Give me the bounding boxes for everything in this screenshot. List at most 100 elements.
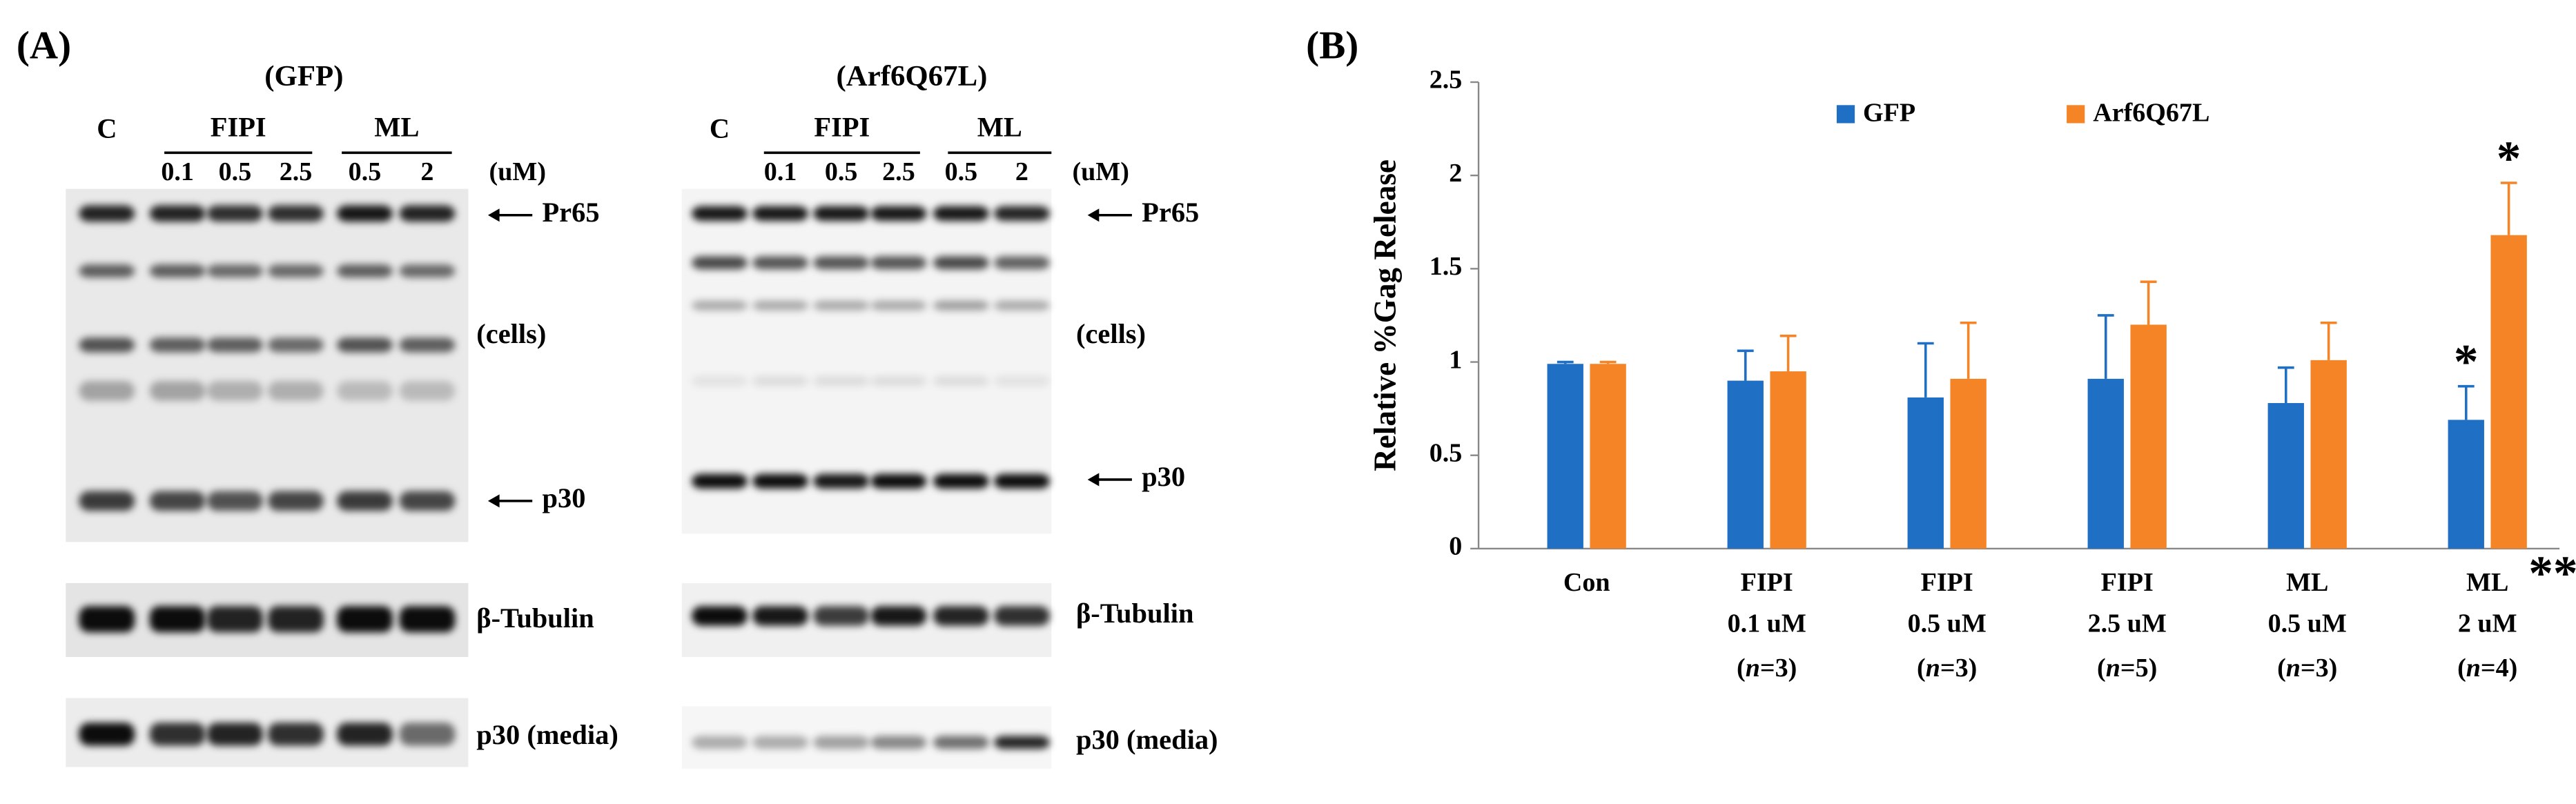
blot-band <box>993 473 1050 489</box>
x-tick-label: ML <box>2286 568 2328 597</box>
blot-band <box>206 491 263 511</box>
dose-label: 2 <box>1015 157 1028 186</box>
blot-band <box>813 256 870 270</box>
blot-title: (Arf6Q67L) <box>837 60 988 92</box>
dose-label: 0.5 <box>219 157 252 186</box>
legend-swatch <box>2067 105 2085 124</box>
blot-band <box>79 491 135 511</box>
blot-band <box>336 205 393 222</box>
blot-band <box>692 473 748 489</box>
significance-mark: * <box>2454 335 2479 389</box>
panel-label: (A) <box>17 24 71 68</box>
blot-band <box>993 736 1050 749</box>
blot-band <box>149 491 206 511</box>
blot-label: β-Tubulin <box>1076 598 1193 629</box>
blot-band <box>336 723 393 746</box>
blot-band <box>993 206 1050 222</box>
blot-band <box>692 256 748 270</box>
blot-band <box>79 381 135 401</box>
blot-band <box>933 736 989 749</box>
blot-band <box>206 205 263 222</box>
blot-band <box>752 256 809 270</box>
blot-band <box>752 736 809 749</box>
x-tick-label: ML <box>2466 568 2508 597</box>
blot-label: (cells) <box>1076 318 1146 349</box>
blot-band <box>692 606 748 626</box>
x-tick-label: 0.5 uM <box>1908 609 1987 638</box>
x-tick-label: 0.1 uM <box>1728 609 1806 638</box>
blot-band <box>268 205 324 222</box>
bar <box>1950 378 1987 549</box>
bar <box>1770 371 1806 549</box>
unit-label: (uM) <box>1072 157 1129 186</box>
blot-label: Pr65 <box>1142 197 1199 228</box>
blot-band <box>813 206 870 222</box>
blot-band <box>870 206 927 222</box>
lane-label: C <box>710 113 730 144</box>
blot-band <box>399 337 456 353</box>
y-tick-label: 2 <box>1449 159 1462 188</box>
dose-label: 0.1 <box>764 157 797 186</box>
blot-band <box>752 376 809 386</box>
arrow-head <box>487 208 500 222</box>
blot-band <box>813 473 870 489</box>
x-tick-label: Con <box>1563 568 1610 597</box>
blot-band <box>692 300 748 311</box>
blot-band <box>993 606 1050 626</box>
blot-band <box>399 491 456 511</box>
bar <box>1547 364 1583 549</box>
blot-band <box>870 256 927 270</box>
blot-band <box>79 337 135 353</box>
blot-band <box>268 264 324 278</box>
blot-band <box>870 473 927 489</box>
blot-band <box>813 300 870 311</box>
bar <box>2087 378 2124 549</box>
blot-label: p30 <box>1142 461 1185 492</box>
blot-band <box>149 606 206 633</box>
bar <box>1590 364 1626 549</box>
blot-band <box>813 606 870 626</box>
y-axis-label: Relative %Gag Release <box>1368 159 1403 471</box>
blot-band <box>813 376 870 386</box>
sample-size: (n=4) <box>2457 654 2517 683</box>
blot-band <box>752 473 809 489</box>
blot-label: Pr65 <box>542 197 599 228</box>
blot-band <box>692 206 748 222</box>
blot-band <box>336 381 393 401</box>
arrow-head <box>1087 208 1100 222</box>
legend-swatch <box>1836 105 1855 124</box>
blot-label: p30 <box>542 482 585 513</box>
blot-band <box>149 723 206 746</box>
significance-mark: ** <box>2528 546 2576 600</box>
blot-band <box>993 256 1050 270</box>
blot-band <box>79 264 135 278</box>
blot-band <box>993 300 1050 311</box>
sample-size: (n=3) <box>2277 654 2337 683</box>
sample-size: (n=3) <box>1737 654 1797 683</box>
blot-band <box>336 606 393 633</box>
panel-label: (B) <box>1306 24 1358 68</box>
blot-band <box>336 264 393 278</box>
group-label: ML <box>977 111 1022 142</box>
blot-band <box>206 606 263 633</box>
y-tick-label: 1.5 <box>1430 252 1463 281</box>
blot-band <box>336 337 393 353</box>
blot-band <box>79 205 135 222</box>
blot-band <box>870 376 927 386</box>
dose-label: 0.5 <box>825 157 858 186</box>
blot-band <box>933 376 989 386</box>
dose-label: 2 <box>420 157 433 186</box>
blot-panel <box>66 188 469 542</box>
blot-band <box>149 205 206 222</box>
arrow-head <box>487 494 500 508</box>
blot-band <box>933 606 989 626</box>
blot-band <box>149 337 206 353</box>
x-tick-label: 2 uM <box>2458 609 2517 638</box>
blot-band <box>206 337 263 353</box>
arrow-head <box>1087 473 1100 487</box>
blot-band <box>813 736 870 749</box>
blot-band <box>933 206 989 222</box>
blot-band <box>870 736 927 749</box>
blot-band <box>206 723 263 746</box>
